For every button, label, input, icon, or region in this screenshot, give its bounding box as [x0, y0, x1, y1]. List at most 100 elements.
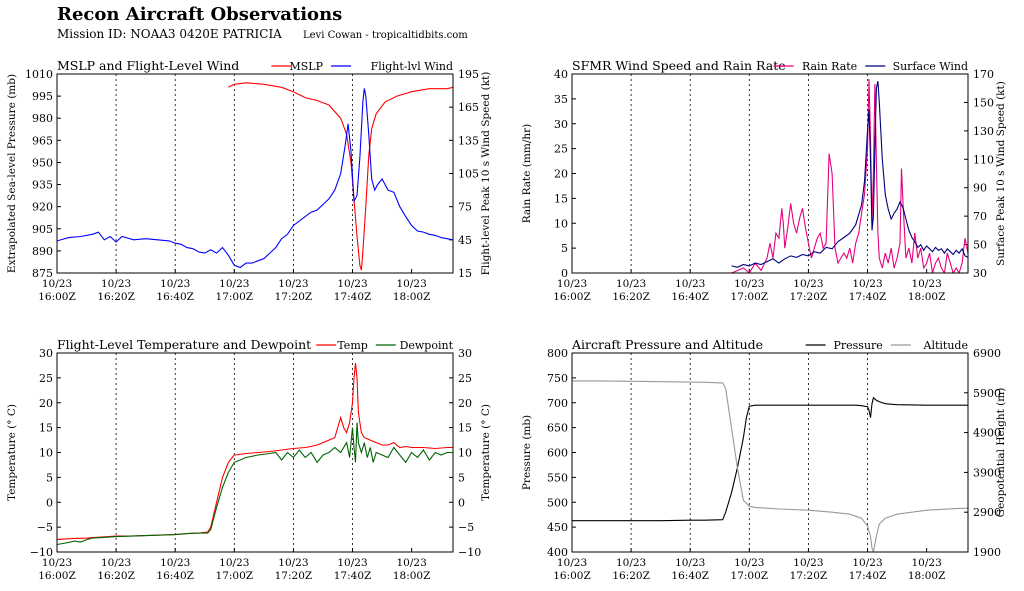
y-axis-label: Rain Rate (mm/hr) — [521, 124, 533, 223]
y-tick-label: 5 — [46, 471, 53, 484]
x-tick-time: 16:20Z — [97, 291, 135, 303]
y2-tick-label: 70 — [973, 210, 987, 223]
x-tick-time: 18:00Z — [908, 291, 946, 303]
y-tick-label: 10 — [39, 447, 53, 460]
x-tick-date: 10/23 — [852, 278, 882, 290]
y2-tick-label: 105 — [458, 168, 479, 181]
y2-tick-label: 20 — [458, 397, 472, 410]
x-tick-time: 17:40Z — [849, 291, 887, 303]
legend-label: Surface Wind — [893, 60, 968, 73]
x-tick-date: 10/23 — [160, 557, 190, 569]
y2-tick-label: 10 — [458, 447, 472, 460]
x-tick-time: 16:40Z — [156, 570, 194, 582]
x-tick-date: 10/23 — [160, 278, 190, 290]
y-tick-label: 890 — [32, 245, 53, 258]
x-tick-time: 16:20Z — [97, 570, 135, 582]
y2-axis-label: Flight-level Peak 10 s Wind Speed (kt) — [480, 72, 492, 276]
y-tick-label: 800 — [547, 347, 568, 360]
x-tick-time: 16:00Z — [553, 291, 591, 303]
y2-tick-label: 25 — [458, 372, 472, 385]
legend-label: Temp — [337, 339, 367, 352]
y-tick-label: 950 — [32, 156, 53, 169]
x-tick-date: 10/23 — [852, 557, 882, 569]
y2-tick-label: 150 — [973, 96, 994, 109]
x-tick-time: 16:40Z — [156, 291, 194, 303]
x-tick-date: 10/23 — [616, 278, 646, 290]
x-tick-time: 17:20Z — [275, 291, 313, 303]
y-tick-label: −10 — [30, 546, 53, 559]
legend-label: Flight-lvl Wind — [371, 60, 453, 73]
legend-label: MSLP — [289, 60, 323, 73]
x-tick-time: 16:20Z — [612, 291, 650, 303]
mission-id: Mission ID: NOAA3 0420E PATRICIA — [57, 27, 282, 41]
chart-title: SFMR Wind Speed and Rain Rate — [572, 58, 786, 73]
y-tick-label: 10 — [554, 217, 568, 230]
x-tick-date: 10/23 — [734, 557, 764, 569]
y-tick-label: 25 — [39, 372, 53, 385]
y-tick-label: 0 — [46, 496, 53, 509]
x-tick-time: 18:00Z — [393, 291, 431, 303]
y-tick-label: 40 — [554, 68, 568, 81]
x-tick-time: 16:00Z — [38, 291, 76, 303]
y2-tick-label: 195 — [458, 68, 479, 81]
chart-temp: 10/2316:00Z10/2316:20Z10/2316:40Z10/2317… — [6, 337, 492, 582]
y-tick-label: 935 — [32, 179, 53, 192]
x-tick-date: 10/23 — [793, 278, 823, 290]
y-tick-label: 20 — [554, 168, 568, 181]
x-tick-date: 10/23 — [219, 557, 249, 569]
x-tick-time: 17:20Z — [790, 570, 828, 582]
y-tick-label: 20 — [39, 397, 53, 410]
x-tick-time: 16:00Z — [38, 570, 76, 582]
series-line — [731, 80, 968, 268]
chart-alt: 10/2316:00Z10/2316:20Z10/2316:40Z10/2317… — [521, 337, 1007, 582]
y-tick-label: 25 — [554, 143, 568, 156]
y-tick-label: 0 — [561, 267, 568, 280]
y-tick-label: 650 — [547, 422, 568, 435]
y2-tick-label: 135 — [458, 134, 479, 147]
x-tick-time: 16:40Z — [671, 291, 709, 303]
y2-tick-label: 15 — [458, 422, 472, 435]
series-line — [731, 78, 968, 273]
y2-tick-label: 110 — [973, 153, 994, 166]
y-tick-label: 875 — [32, 267, 53, 280]
plot-frame — [56, 73, 454, 274]
y-tick-label: 500 — [547, 496, 568, 509]
legend-label: Dewpoint — [400, 339, 454, 352]
x-tick-time: 17:40Z — [334, 570, 372, 582]
x-tick-date: 10/23 — [278, 557, 308, 569]
x-tick-date: 10/23 — [42, 557, 72, 569]
x-tick-date: 10/23 — [337, 557, 367, 569]
credit-text: Levi Cowan - tropicaltidbits.com — [303, 30, 468, 41]
x-tick-time: 16:40Z — [671, 570, 709, 582]
y2-tick-label: 5900 — [973, 387, 1001, 400]
y2-tick-label: 6900 — [973, 347, 1001, 360]
y-tick-label: 550 — [547, 471, 568, 484]
y-tick-label: 5 — [561, 242, 568, 255]
x-tick-date: 10/23 — [101, 557, 131, 569]
x-tick-date: 10/23 — [911, 278, 941, 290]
y2-tick-label: 1900 — [973, 546, 1001, 559]
legend-label: Altitude — [923, 339, 968, 352]
x-tick-time: 18:00Z — [393, 570, 431, 582]
x-tick-date: 10/23 — [396, 278, 426, 290]
chart-title: Aircraft Pressure and Altitude — [571, 337, 763, 352]
x-tick-date: 10/23 — [42, 278, 72, 290]
y2-tick-label: 30 — [458, 347, 472, 360]
y-tick-label: 920 — [32, 201, 53, 214]
y-tick-label: 600 — [547, 447, 568, 460]
y-axis-label: Extrapolated Sea-level Pressure (mb) — [6, 74, 18, 273]
x-tick-date: 10/23 — [557, 278, 587, 290]
x-tick-date: 10/23 — [675, 278, 705, 290]
y-tick-label: 450 — [547, 521, 568, 534]
x-tick-date: 10/23 — [557, 557, 587, 569]
y-tick-label: 905 — [32, 223, 53, 236]
x-tick-date: 10/23 — [616, 557, 646, 569]
x-tick-time: 17:00Z — [731, 291, 769, 303]
y2-tick-label: 3900 — [973, 466, 1001, 479]
plot-frame — [56, 352, 454, 553]
x-tick-time: 16:00Z — [553, 570, 591, 582]
y2-axis-label: Surface Peak 10 s Wind Speed (kt) — [995, 81, 1007, 266]
y-tick-label: 15 — [39, 422, 53, 435]
x-tick-time: 17:40Z — [849, 570, 887, 582]
y-tick-label: 15 — [554, 192, 568, 205]
